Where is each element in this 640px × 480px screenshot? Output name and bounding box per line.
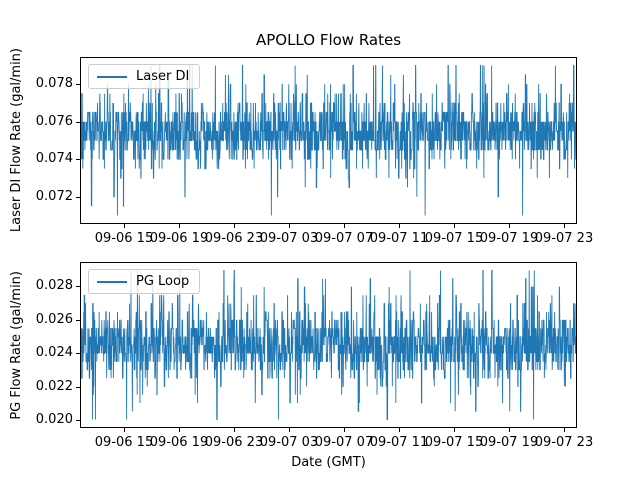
x-tick-mark <box>234 428 235 432</box>
x-tick-mark <box>124 224 125 228</box>
y-tick-label: 0.074 <box>35 151 73 166</box>
x-tick-label: 09-07 23 <box>534 231 594 246</box>
y-tick-label: 0.022 <box>35 379 73 394</box>
x-tick-mark <box>289 224 290 228</box>
x-tick-mark <box>344 428 345 432</box>
y-tick-label: 0.024 <box>35 345 73 360</box>
x-tick-label: 09-07 11 <box>369 435 429 450</box>
x-tick-label: 09-07 11 <box>369 231 429 246</box>
x-tick-label: 09-06 19 <box>149 231 209 246</box>
x-tick-label: 09-07 03 <box>259 435 319 450</box>
y-tick-label: 0.028 <box>35 278 73 293</box>
y-tick-label: 0.020 <box>35 412 73 427</box>
y-tick-mark <box>76 84 80 85</box>
x-tick-mark <box>289 428 290 432</box>
x-tick-label: 09-07 03 <box>259 231 319 246</box>
x-tick-label: 09-06 15 <box>94 231 154 246</box>
laser-di-line-plot <box>81 65 576 216</box>
y-tick-label: 0.026 <box>35 312 73 327</box>
y-tick-mark <box>76 320 80 321</box>
y-axis-label-laser-di: Laser DI Flow Rate (gal/min) <box>6 48 26 232</box>
axes-laser-di: Laser DI <box>80 57 577 224</box>
legend-label-pg-loop: PG Loop <box>136 274 190 289</box>
y-tick-mark <box>76 387 80 388</box>
legend-line-sample-icon <box>97 75 127 78</box>
x-tick-mark <box>234 224 235 228</box>
x-tick-mark <box>509 224 510 228</box>
x-tick-mark <box>564 224 565 228</box>
x-tick-label: 09-07 19 <box>479 435 539 450</box>
y-tick-label: 0.078 <box>35 76 73 91</box>
axes-pg-loop: PG Loop <box>80 262 577 428</box>
y-tick-mark <box>76 353 80 354</box>
legend-laser-di: Laser DI <box>88 64 201 89</box>
x-tick-label: 09-07 07 <box>314 231 374 246</box>
y-tick-mark <box>76 122 80 123</box>
x-tick-label: 09-07 15 <box>424 435 484 450</box>
x-tick-mark <box>179 428 180 432</box>
x-tick-label: 09-07 15 <box>424 231 484 246</box>
y-tick-mark <box>76 159 80 160</box>
x-tick-mark <box>509 428 510 432</box>
chart-title: APOLLO Flow Rates <box>255 31 402 49</box>
legend-label-laser-di: Laser DI <box>136 69 190 84</box>
pg-loop-line-plot <box>81 270 576 420</box>
x-tick-mark <box>399 428 400 432</box>
x-tick-mark <box>399 224 400 228</box>
x-tick-label: 09-06 15 <box>94 435 154 450</box>
x-tick-mark <box>564 428 565 432</box>
x-tick-label: 09-07 23 <box>534 435 594 450</box>
y-tick-mark <box>76 286 80 287</box>
y-tick-label: 0.076 <box>35 114 73 129</box>
y-axis-label-pg-text: PG Flow Rate (gal/min) <box>8 270 24 420</box>
legend-line-sample-icon <box>97 280 127 283</box>
x-tick-label: 09-07 07 <box>314 435 374 450</box>
y-axis-label-laser-di-text: Laser DI Flow Rate (gal/min) <box>8 48 24 233</box>
x-tick-mark <box>454 428 455 432</box>
x-axis-label: Date (GMT) <box>291 455 366 470</box>
x-tick-mark <box>344 224 345 228</box>
y-axis-label-pg: PG Flow Rate (gal/min) <box>6 262 26 428</box>
x-tick-mark <box>179 224 180 228</box>
x-tick-mark <box>454 224 455 228</box>
x-tick-label: 09-07 19 <box>479 231 539 246</box>
y-tick-label: 0.072 <box>35 189 73 204</box>
legend-pg-loop: PG Loop <box>88 269 201 294</box>
x-tick-mark <box>124 428 125 432</box>
y-tick-mark <box>76 197 80 198</box>
y-tick-mark <box>76 420 80 421</box>
x-tick-label: 09-06 19 <box>149 435 209 450</box>
x-tick-label: 09-06 23 <box>204 435 264 450</box>
x-tick-label: 09-06 23 <box>204 231 264 246</box>
